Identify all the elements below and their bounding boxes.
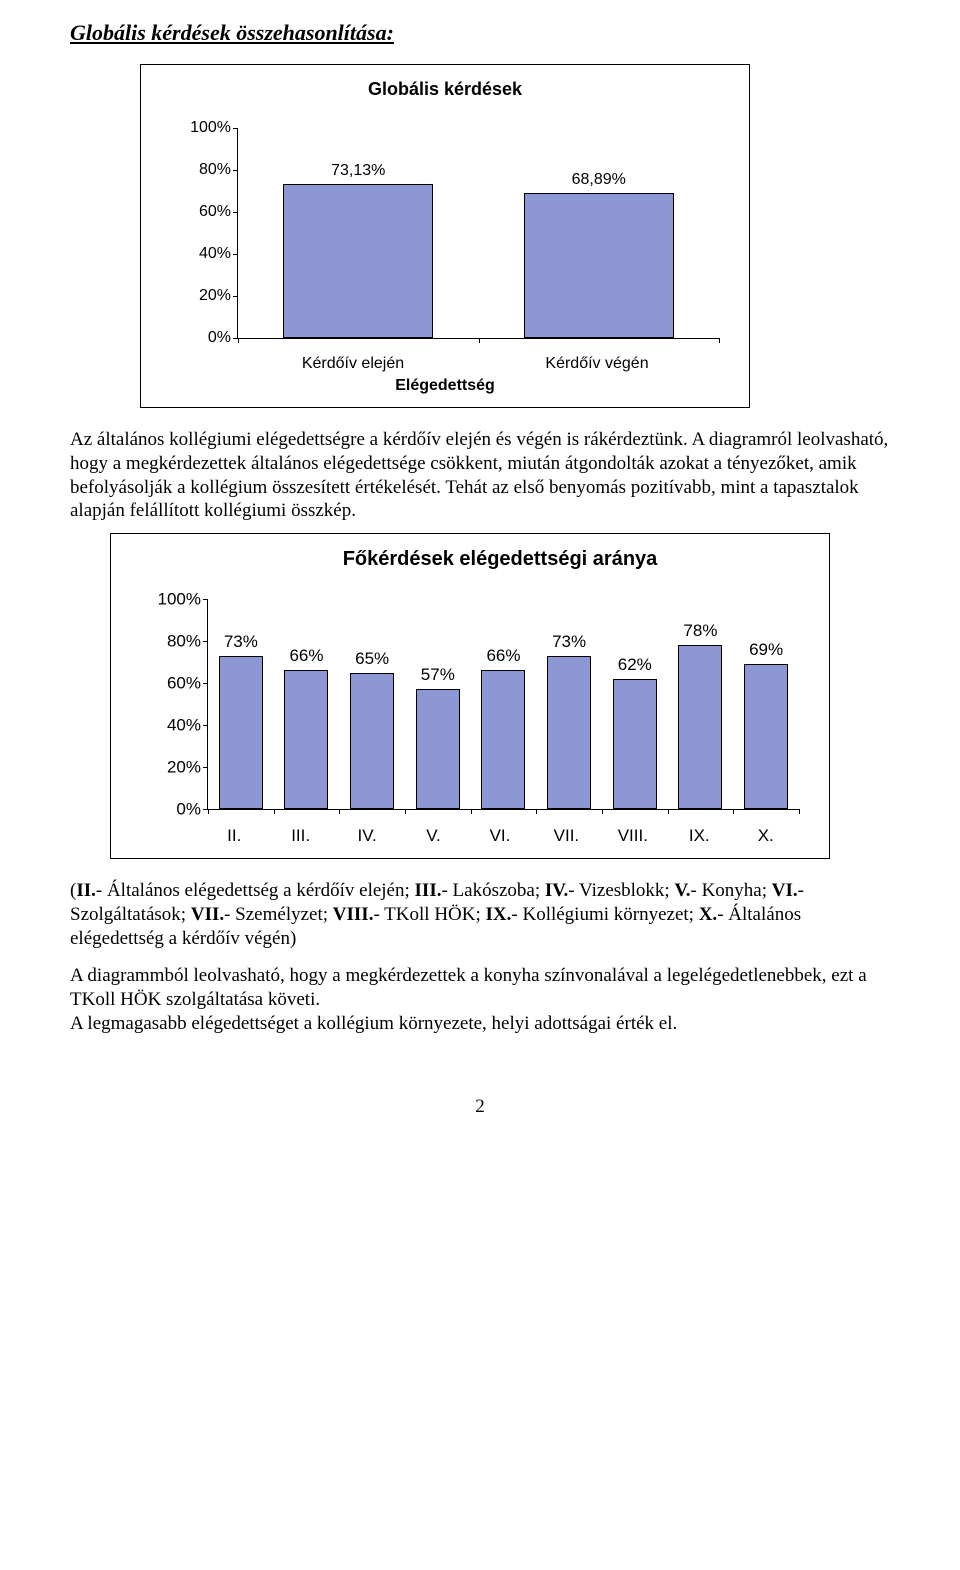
legend-key: III. (415, 880, 442, 901)
xtick-label: IV. (334, 826, 400, 846)
section-heading: Globális kérdések összehasonlítása: (70, 20, 890, 46)
ytick-label: 20% (199, 288, 231, 304)
bar (547, 656, 591, 809)
bar (481, 670, 525, 809)
bar (744, 664, 788, 809)
bar-wrap: 78% (668, 645, 734, 809)
bar-wrap: 68,89% (479, 193, 720, 338)
xtick-label: VII. (533, 826, 599, 846)
ytick-label: 40% (199, 246, 231, 262)
chart-global: Globális kérdések 100% 80% 60% 40% 20% 0% 73,… (140, 64, 750, 408)
ytick-label: 80% (199, 162, 231, 178)
xtick-label: III. (267, 826, 333, 846)
legend-key: IV. (545, 880, 568, 901)
legend-key: X. (699, 904, 717, 925)
bar-wrap: 73% (208, 656, 274, 809)
ytick-label: 60% (199, 204, 231, 220)
bar-wrap: 73,13% (238, 184, 479, 338)
legend-key: V. (674, 880, 690, 901)
bar-wrap: 66% (471, 670, 537, 809)
legend-key: IX. (486, 904, 512, 925)
bar-value-label: 66% (486, 646, 520, 666)
bar-value-label: 69% (749, 640, 783, 660)
page: Globális kérdések összehasonlítása: Glob… (0, 0, 960, 1148)
ytick-label: 0% (208, 330, 231, 346)
chart-global-xticks: Kérdőív elejénKérdőív végén (141, 355, 749, 373)
legend-key: VI. (772, 880, 798, 901)
bar (524, 193, 674, 338)
bar-wrap: 57% (405, 689, 471, 809)
bar-wrap: 69% (733, 664, 799, 809)
xtick-label: VI. (467, 826, 533, 846)
legend-key: VII. (191, 904, 224, 925)
bar-value-label: 73% (552, 632, 586, 652)
ytick-label: 20% (167, 759, 201, 776)
xtick-label: Kérdőív elején (231, 355, 475, 373)
bar-value-label: 68,89% (572, 171, 626, 189)
ytick-label: 100% (190, 120, 231, 136)
paragraph-2: A diagrammból leolvasható, hogy a megkér… (70, 964, 890, 1012)
chart-global-title: Globális kérdések (141, 79, 749, 100)
bar-value-label: 66% (289, 646, 323, 666)
bar-wrap: 62% (602, 679, 668, 809)
chart-main-xticks: II.III.IV.V.VI.VII.VIII.IX.X. (111, 826, 829, 858)
xtick-label: X. (733, 826, 799, 846)
legend-key: II. (76, 880, 96, 901)
bar-wrap: 65% (339, 673, 405, 810)
bar (219, 656, 263, 809)
chart-global-plot: 73,13%68,89% (237, 128, 719, 339)
legend-key: VIII. (333, 904, 374, 925)
paragraph-1: Az általános kollégiumi elégedettségre a… (70, 428, 890, 523)
xtick-label: II. (201, 826, 267, 846)
xtick-label: VIII. (600, 826, 666, 846)
ytick-label: 60% (167, 675, 201, 692)
ytick-label: 100% (158, 591, 201, 608)
ytick-label: 40% (167, 717, 201, 734)
chart-global-axis-title: Elégedettség (141, 377, 749, 395)
ytick-label: 0% (176, 801, 201, 818)
chart-global-yticks: 100% 80% 60% 40% 20% 0% (171, 120, 237, 346)
bar (613, 679, 657, 809)
bar-value-label: 73% (224, 632, 258, 652)
xtick-label: IX. (666, 826, 732, 846)
bar-wrap: 66% (274, 670, 340, 809)
bar (416, 689, 460, 809)
ytick-label: 80% (167, 633, 201, 650)
bar-value-label: 78% (683, 621, 717, 641)
chart-main-plot: 73%66%65%57%66%73%62%78%69% (207, 599, 799, 810)
bar (678, 645, 722, 809)
xtick-label: V. (400, 826, 466, 846)
bar-value-label: 62% (618, 655, 652, 675)
page-number: 2 (70, 1096, 890, 1118)
legend-paragraph: (II.- Általános elégedettség a kérdőív e… (70, 879, 890, 950)
bar-wrap: 73% (536, 656, 602, 809)
paragraph-3: A legmagasabb elégedettséget a kollégium… (70, 1012, 890, 1036)
bar (350, 673, 394, 810)
chart-main-yticks: 100% 80% 60% 40% 20% 0% (141, 591, 207, 818)
bar-value-label: 57% (421, 665, 455, 685)
chart-main-questions: Főkérdések elégedettségi aránya 100% 80% 6… (110, 533, 830, 859)
chart-main-title: Főkérdések elégedettségi aránya (111, 548, 829, 571)
bar (283, 184, 433, 338)
bar-value-label: 65% (355, 649, 389, 669)
bar-value-label: 73,13% (331, 162, 385, 180)
xtick-label: Kérdőív végén (475, 355, 719, 373)
bar (284, 670, 328, 809)
